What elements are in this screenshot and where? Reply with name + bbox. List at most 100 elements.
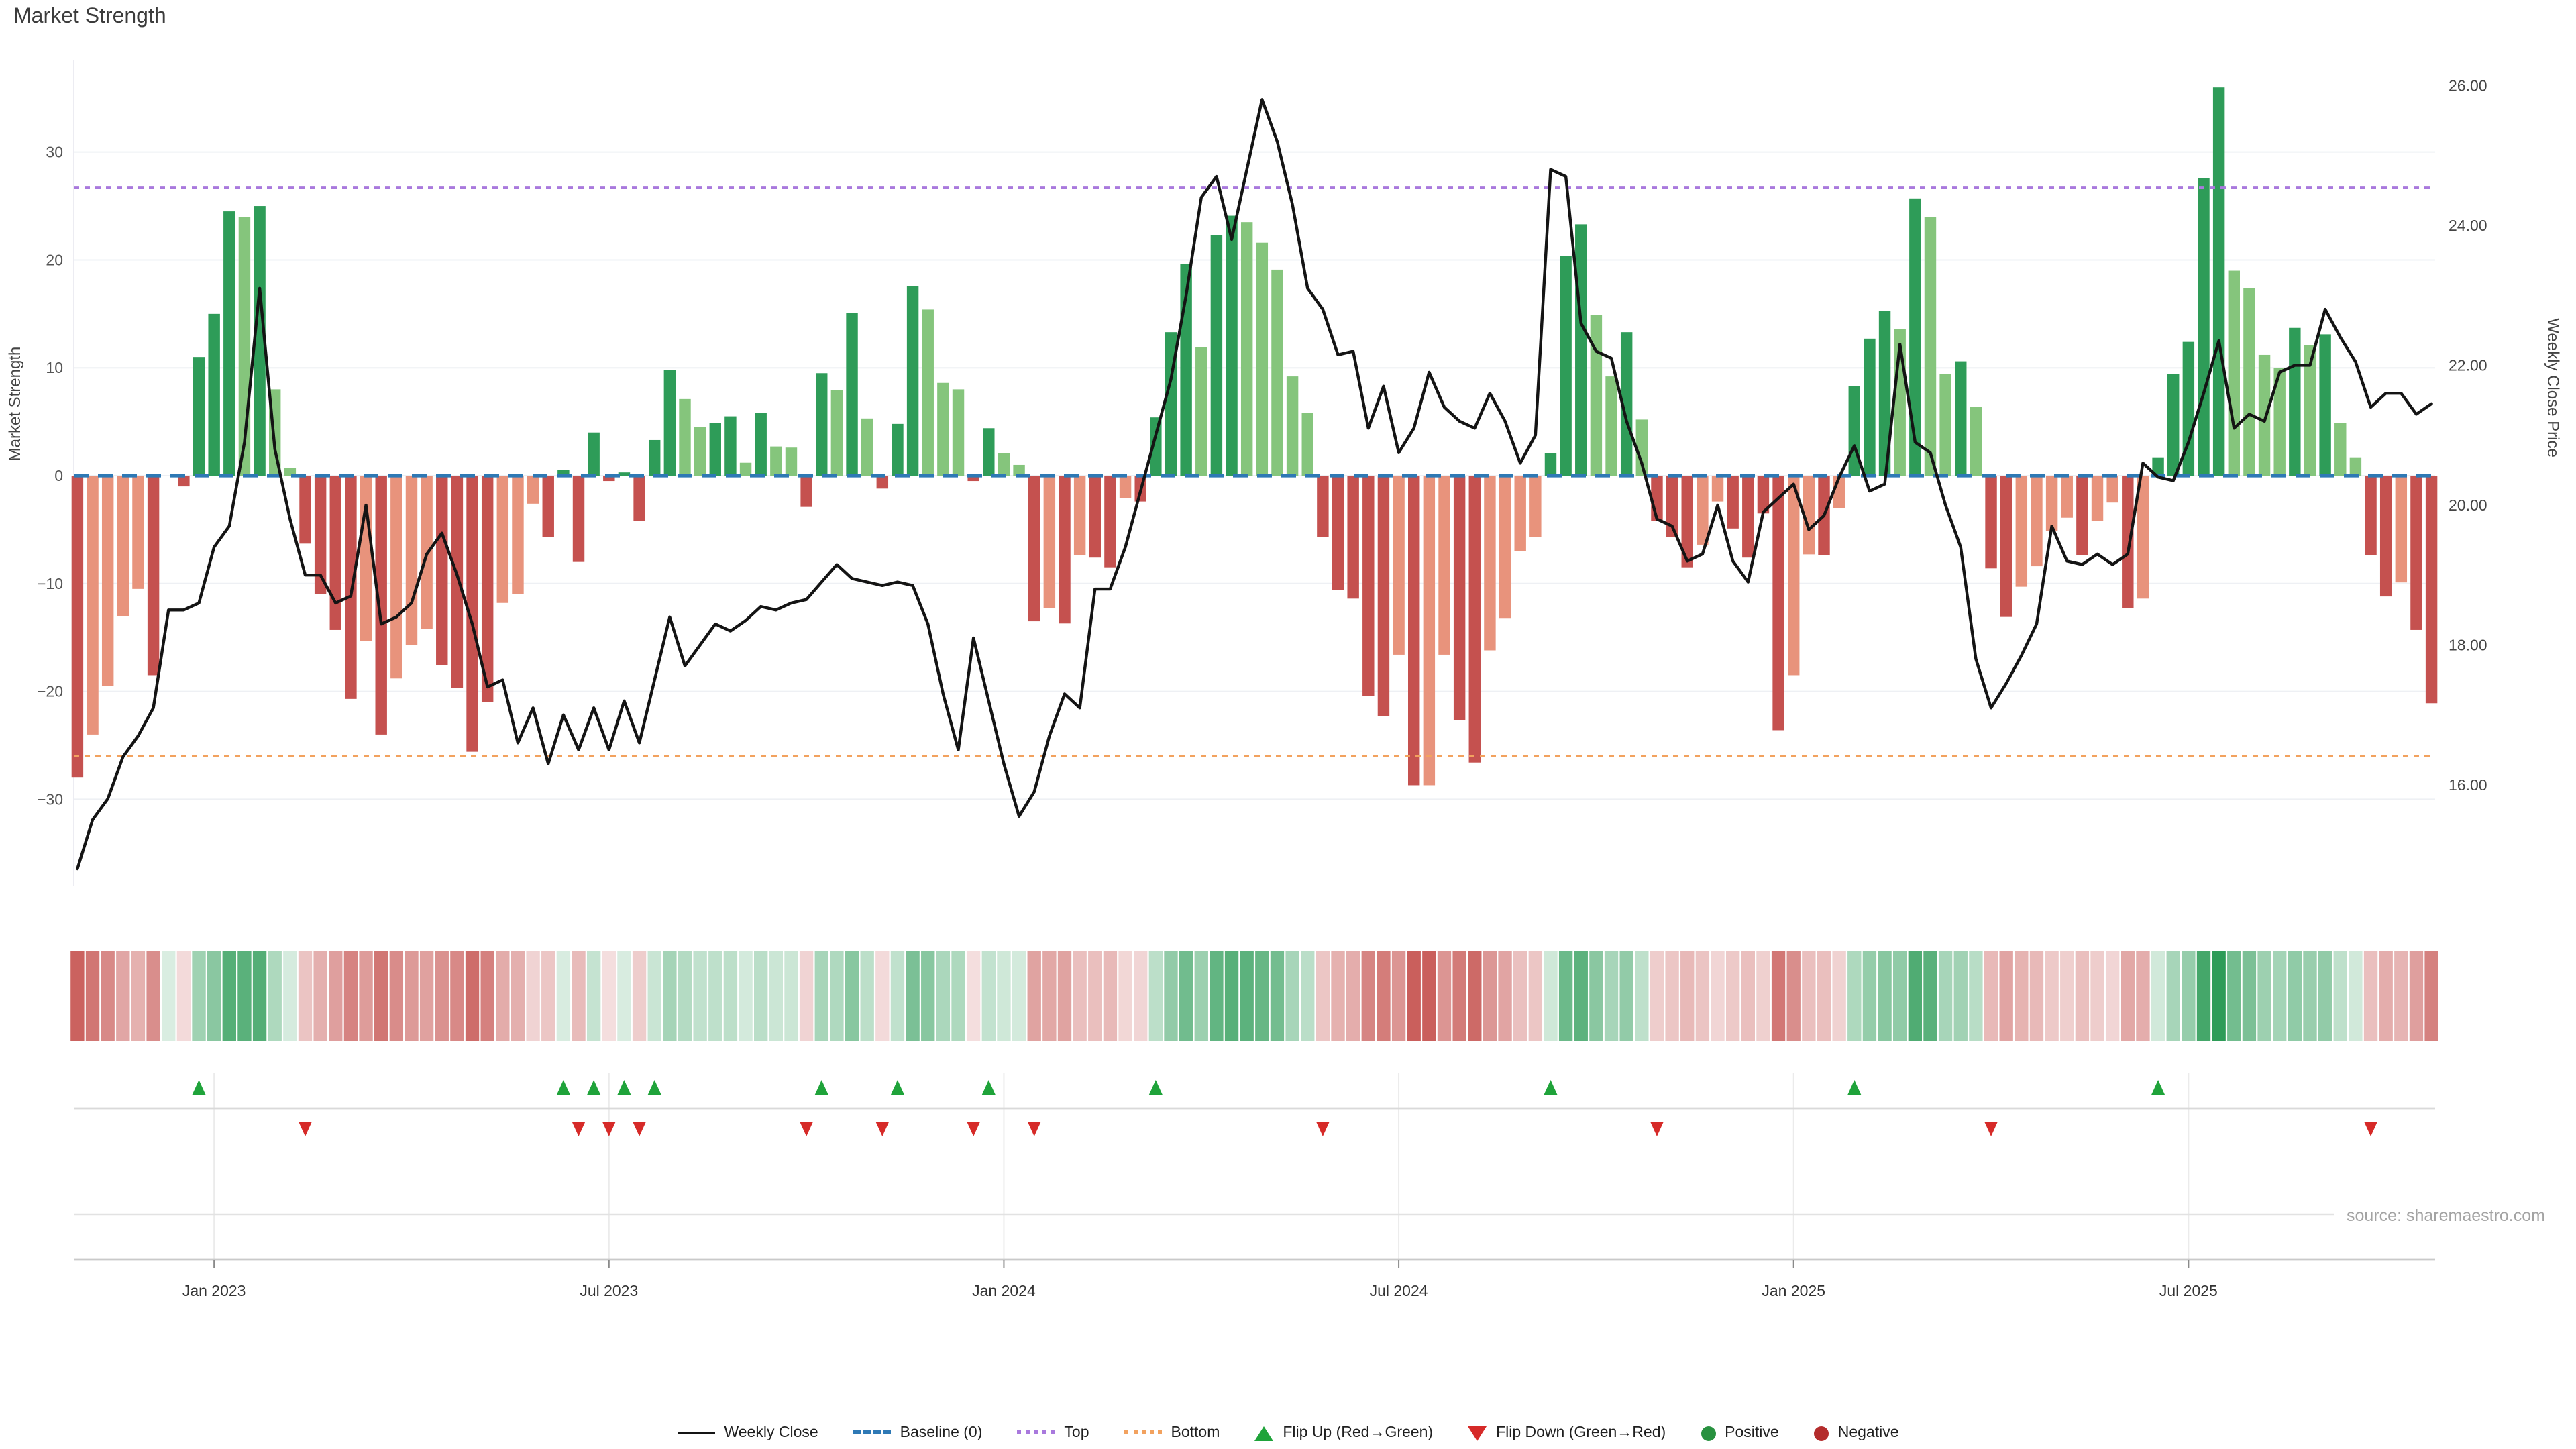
strength-bar <box>1423 476 1436 786</box>
heatmap-cell <box>1528 951 1543 1041</box>
strength-bar <box>1347 476 1359 599</box>
heatmap-cell <box>1240 951 1254 1041</box>
strength-bar <box>132 476 144 589</box>
heatmap-cell <box>1210 951 1224 1041</box>
flip-up-marker <box>1544 1080 1558 1095</box>
heatmap-cell <box>1953 951 1968 1041</box>
strength-bar <box>2031 476 2043 567</box>
heatmap-cell <box>2196 951 2211 1041</box>
strength-bar <box>1317 476 1329 537</box>
heatmap-cell <box>1604 951 1619 1041</box>
heatmap-cell <box>2121 951 2135 1041</box>
strength-bar <box>709 423 721 476</box>
heatmap-cell <box>586 951 601 1041</box>
heatmap-cell <box>252 951 267 1041</box>
strength-bar <box>952 389 965 476</box>
heatmap-cell <box>1285 951 1299 1041</box>
heatmap-cell <box>1179 951 1193 1041</box>
legend-label: Bottom <box>1171 1425 1220 1441</box>
strength-bar <box>2167 374 2180 476</box>
strength-bar <box>1059 476 1071 624</box>
strength-bar <box>2000 476 2012 617</box>
strength-bar <box>1788 476 1800 676</box>
heatmap-cell <box>496 951 510 1041</box>
heatmap-cell <box>2045 951 2059 1041</box>
heatmap-cell <box>131 951 146 1041</box>
flip-down-marker <box>800 1122 814 1136</box>
x-axis-tick-label: Jul 2023 <box>580 1282 638 1299</box>
heatmap-cell <box>313 951 327 1041</box>
legend-label: Flip Up (Red→Green) <box>1283 1425 1434 1441</box>
legend-item-flip-down: Flip Down (Green→Red) <box>1468 1425 1666 1441</box>
heatmap-cell <box>2105 951 2120 1041</box>
strength-bar <box>649 439 661 476</box>
heatmap-cell <box>647 951 661 1041</box>
flip-down-marker <box>633 1122 647 1136</box>
heatmap-cell <box>1301 951 1315 1041</box>
heatmap-cell <box>814 951 828 1041</box>
heatmap-cell <box>678 951 692 1041</box>
x-axis-tick-label: Jul 2025 <box>2159 1282 2218 1299</box>
strength-bar <box>1150 417 1162 476</box>
heatmap-cell <box>556 951 571 1041</box>
heatmap-cell <box>1027 951 1041 1041</box>
heatmap-cell <box>1103 951 1118 1041</box>
strength-bar <box>1377 476 1390 716</box>
heatmap-cell <box>1984 951 1998 1041</box>
heatmap-cell <box>2166 951 2180 1041</box>
strength-bar <box>1468 476 1481 763</box>
heatmap-cell <box>2349 951 2363 1041</box>
source-note: source: sharemaestro.com <box>2347 1206 2545 1225</box>
flip-down-triangle-icon <box>1468 1426 1487 1440</box>
page-title: Market Strength <box>13 5 166 28</box>
heatmap-cell <box>465 951 480 1041</box>
strength-bar <box>785 447 798 476</box>
heatmap-cell <box>192 951 206 1041</box>
strength-bar <box>1499 476 1511 619</box>
heatmap-cell <box>830 951 844 1041</box>
strength-bar <box>1757 476 1770 514</box>
heatmap-cell <box>389 951 404 1041</box>
strength-bar <box>1195 347 1208 476</box>
strength-bar <box>1438 476 1450 655</box>
strength-bar <box>2061 476 2073 518</box>
left-axis-tick-label: −20 <box>37 683 63 700</box>
heatmap-cell <box>343 951 358 1041</box>
heatmap-cell <box>1468 951 1482 1041</box>
strength-bar <box>1575 224 1587 476</box>
heatmap-cell <box>617 951 631 1041</box>
strength-bar <box>2198 178 2210 476</box>
strength-bar <box>2395 476 2408 583</box>
heatmap-cell <box>526 951 540 1041</box>
strength-bar <box>2289 327 2301 476</box>
flip-up-marker <box>890 1080 904 1095</box>
flip-down-marker <box>1027 1122 1041 1136</box>
heatmap-cell <box>1544 951 1558 1041</box>
heatmap-cell <box>1969 951 1983 1041</box>
heatmap-cell <box>2318 951 2332 1041</box>
heatmap-cell <box>754 951 768 1041</box>
right-axis-tick-label: 24.00 <box>2449 217 2487 234</box>
strength-bar <box>1909 198 1921 476</box>
heatmap-cell <box>2075 951 2090 1041</box>
right-axis-tick-label: 26.00 <box>2449 77 2487 95</box>
strength-bar <box>937 382 949 476</box>
strength-bar <box>1073 476 1086 555</box>
heatmap-cell <box>1118 951 1132 1041</box>
strength-bar <box>223 211 235 476</box>
strength-bar <box>816 373 828 476</box>
strength-bar <box>694 427 706 476</box>
heatmap-cell <box>1361 951 1375 1041</box>
legend-label: Baseline (0) <box>900 1425 983 1441</box>
heatmap-cell <box>1725 951 1740 1041</box>
flip-up-marker <box>587 1080 601 1095</box>
heatmap-cell <box>1923 951 1937 1041</box>
positive-dot-icon <box>1701 1426 1716 1440</box>
heatmap-cell <box>176 951 191 1041</box>
heatmap-cell <box>1817 951 1831 1041</box>
negative-dot-icon <box>1813 1426 1829 1440</box>
strength-bar <box>906 286 919 476</box>
strength-bar <box>1210 235 1223 476</box>
strength-bar <box>1514 476 1526 551</box>
